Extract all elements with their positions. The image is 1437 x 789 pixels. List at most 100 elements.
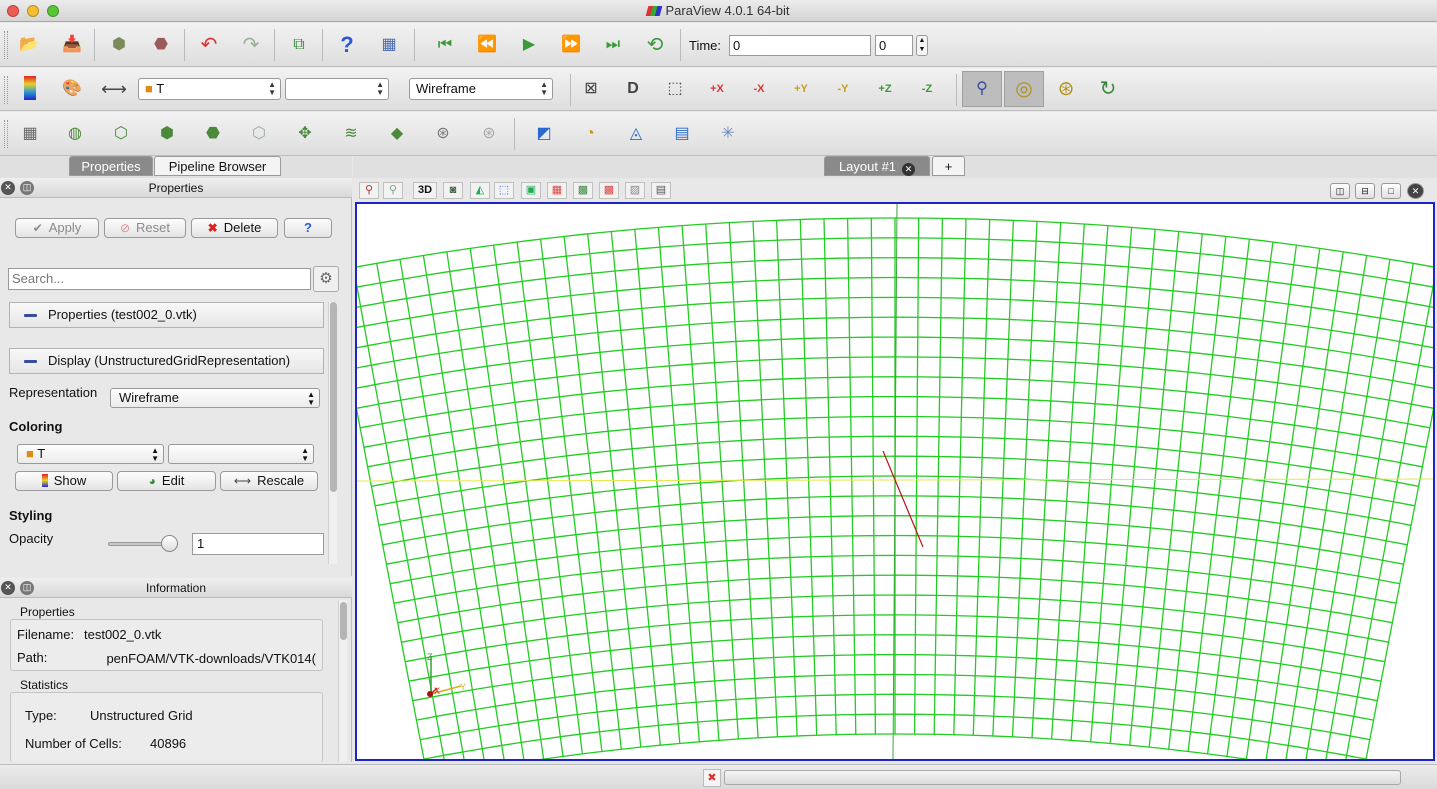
reset-center-icon[interactable]: ⊛ [1057, 78, 1075, 100]
time-index-input[interactable]: 0 [875, 35, 913, 56]
help-button[interactable]: ? [284, 218, 332, 238]
load-data-icon[interactable]: 📥 [62, 36, 82, 53]
close-view-button[interactable]: ✕ [1407, 183, 1424, 199]
disconnect-server-icon[interactable]: ⬣ [154, 36, 168, 53]
view-minus-y-icon[interactable]: -Y [837, 82, 849, 95]
view-plus-y-icon[interactable]: +Y [794, 82, 808, 95]
color-by-select[interactable]: ■ T ▲ ▼ [138, 78, 281, 100]
component-select[interactable]: ▲ ▼ [285, 78, 389, 100]
clip-icon[interactable]: ⬡ [114, 125, 128, 142]
apply-button[interactable]: ✔ Apply [15, 218, 99, 238]
information-scrollbar-thumb[interactable] [340, 602, 347, 640]
capture-icon[interactable]: ⚲ [383, 182, 403, 199]
plot-selection-over-time-icon[interactable]: ◔ [585, 125, 595, 142]
next-frame-icon[interactable]: ⏩ [561, 36, 581, 53]
slice-icon[interactable]: ⬢ [160, 125, 174, 142]
dock-float-icon[interactable]: ◫ [20, 181, 34, 195]
zoom-to-box-icon[interactable]: ⬚ [667, 80, 683, 97]
search-input[interactable]: Search... [8, 268, 311, 290]
select-cells-on-icon[interactable]: ◭ [470, 182, 490, 199]
stream-tracer-icon[interactable]: ≋ [344, 125, 358, 142]
python-calculator-icon[interactable]: ✳ [721, 125, 735, 142]
reset-session-icon[interactable]: ⧉ [293, 36, 305, 53]
view-plus-z-icon[interactable]: +Z [878, 82, 892, 95]
contour-icon[interactable]: ◍ [68, 125, 82, 142]
plot-data-over-time-icon[interactable]: ▤ [674, 125, 690, 142]
edit-color-map-button[interactable]: ◕ Edit [117, 471, 216, 491]
close-tab-icon[interactable]: ✕ [902, 163, 916, 176]
render-view[interactable]: Z Y X [355, 202, 1435, 761]
previous-frame-icon[interactable]: ⏪ [477, 36, 497, 53]
split-vertical-button[interactable]: ⊟ [1355, 183, 1375, 199]
dock-float-icon[interactable]: ◫ [20, 581, 34, 595]
toolbar-grip[interactable] [4, 76, 8, 104]
information-scrollbar[interactable] [338, 600, 347, 762]
abort-icon[interactable]: ✖ [703, 769, 721, 787]
time-index-spinner[interactable]: ▲ ▼ [916, 35, 928, 56]
representation-select[interactable]: Wireframe ▲ ▼ [110, 388, 320, 408]
advanced-settings-gear-icon[interactable]: ⚙ [313, 266, 339, 292]
extract-selection-icon[interactable]: ◩ [536, 125, 552, 142]
lookmark-icon[interactable]: ▦ [381, 36, 397, 53]
tab-pipeline-browser[interactable]: Pipeline Browser [154, 156, 281, 176]
section-properties[interactable]: Properties (test002_0.vtk) [9, 302, 324, 328]
select-points-on-icon[interactable]: ⬚ [494, 182, 514, 199]
view-minus-z-icon[interactable]: -Z [921, 82, 933, 95]
select-points-through-icon[interactable]: ▦ [547, 182, 567, 199]
help-icon[interactable]: ? [340, 32, 354, 57]
open-file-icon[interactable]: 📂 [19, 36, 39, 53]
first-frame-icon[interactable]: ⏮ [437, 36, 453, 53]
properties-scrollbar-thumb[interactable] [330, 302, 337, 492]
play-icon[interactable]: ▶ [522, 36, 536, 53]
reset-camera-icon[interactable]: ⊠ [584, 80, 598, 97]
delete-button[interactable]: ✖ Delete [191, 218, 278, 238]
window-zoom-button[interactable] [47, 5, 59, 17]
show-center-icon[interactable]: ◎ [1015, 78, 1033, 100]
opacity-slider-handle[interactable] [161, 535, 178, 552]
interactive-select-icon[interactable]: ▩ [599, 182, 619, 199]
last-frame-icon[interactable]: ⏭ [605, 36, 621, 53]
wireframe-mesh[interactable]: Z Y X [357, 204, 1433, 759]
color-legend-icon[interactable] [24, 76, 36, 100]
view-camera-icon[interactable]: ⚲ [359, 182, 379, 199]
warp-vector-icon[interactable]: ◆ [390, 125, 404, 142]
toggle-3d-button[interactable]: 3D [413, 182, 437, 199]
dock-close-icon[interactable]: ✕ [1, 581, 15, 595]
select-block-icon[interactable]: ▩ [573, 182, 593, 199]
calculator-icon[interactable]: ▦ [22, 125, 38, 142]
edit-color-map-icon[interactable]: 🎨 [62, 80, 82, 97]
window-close-button[interactable] [7, 5, 19, 17]
add-layout-tab[interactable]: + [932, 156, 965, 176]
toolbar-grip[interactable] [4, 120, 8, 148]
dock-close-icon[interactable]: ✕ [1, 181, 15, 195]
rescale-range-icon[interactable]: ⟷ [101, 79, 127, 99]
toolbar-grip[interactable] [4, 31, 8, 59]
zoom-to-data-icon[interactable]: D [627, 80, 639, 97]
section-display[interactable]: Display (UnstructuredGridRepresentation) [9, 348, 324, 374]
show-orientation-axes-icon[interactable]: ⚲ [976, 80, 988, 97]
tab-properties[interactable]: Properties [69, 156, 153, 176]
view-plus-x-icon[interactable]: +X [710, 82, 724, 95]
camera-settings-icon[interactable]: ◙ [443, 182, 463, 199]
clear-selection-icon[interactable]: ▨ [625, 182, 645, 199]
extract-subset-icon[interactable]: ⬡ [252, 125, 266, 142]
properties-scrollbar[interactable] [328, 302, 337, 564]
time-input[interactable]: 0 [729, 35, 871, 56]
rescale-button[interactable]: ⟷ Rescale [220, 471, 318, 491]
window-minimize-button[interactable] [27, 5, 39, 17]
group-datasets-icon[interactable]: ⊛ [436, 125, 450, 142]
split-horizontal-button[interactable]: ◫ [1330, 183, 1350, 199]
show-color-legend-button[interactable]: Show [15, 471, 113, 491]
view-minus-x-icon[interactable]: -X [753, 82, 765, 95]
glyph-icon[interactable]: ✥ [298, 125, 312, 142]
connect-server-icon[interactable]: ⬢ [112, 36, 126, 53]
tab-layout-1[interactable]: Layout #1 ✕ [824, 156, 930, 176]
pick-center-icon[interactable]: ↻ [1099, 78, 1117, 100]
loop-icon[interactable]: ⟲ [646, 34, 664, 56]
maximize-view-button[interactable]: □ [1381, 183, 1401, 199]
coloring-array-select[interactable]: ■ T ▲ ▼ [17, 444, 164, 464]
extract-level-icon[interactable]: ⊛ [482, 125, 496, 142]
threshold-icon[interactable]: ⬣ [206, 125, 220, 142]
select-cells-through-icon[interactable]: ▣ [521, 182, 541, 199]
representation-select[interactable]: Wireframe ▲ ▼ [409, 78, 553, 100]
